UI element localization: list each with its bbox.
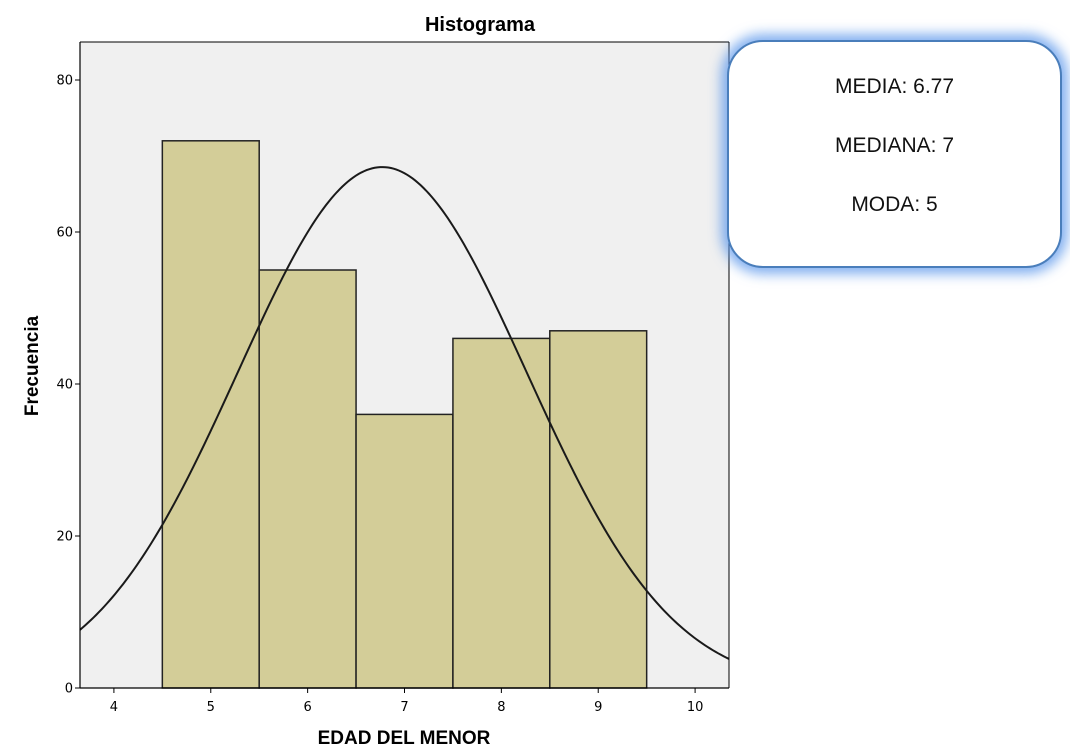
bars-group [161,140,648,689]
x-tick-label-6: 6 [303,700,311,715]
x-tick-label-7: 7 [400,700,408,715]
stat-moda: MODA: 5 [851,193,938,216]
histogram-bar-6 [258,269,357,689]
y-axis-label: Frecuencia [22,315,43,416]
chart-title: Histograma [425,14,536,36]
x-tick-label-8: 8 [497,700,505,715]
histogram-bar-7 [355,413,454,689]
y-tick-label-20: 20 [56,530,73,545]
stats-box: MEDIA: 6.77 MEDIANA: 7 MODA: 5 [727,40,1062,268]
stat-media: MEDIA: 6.77 [834,75,955,98]
y-tick-label-80: 80 [56,74,73,89]
x-tick-label-4: 4 [110,700,118,715]
normal-curve [79,166,730,660]
histogram-bar-9 [549,330,648,689]
x-ticks: 4 5 6 7 8 9 10 [110,688,704,715]
x-axis-label: EDAD DEL MENOR [318,728,491,749]
x-tick-label-5: 5 [207,700,215,715]
stat-mediana: MEDIANA: 7 [834,134,955,157]
histogram-bar-5 [161,140,260,689]
x-tick-label-9: 9 [594,700,602,715]
x-tick-label-10: 10 [687,700,704,715]
y-tick-label-40: 40 [56,378,73,393]
y-tick-label-0: 0 [65,682,73,697]
y-ticks: 0 20 40 60 80 [56,74,80,697]
y-tick-label-60: 60 [56,226,73,241]
